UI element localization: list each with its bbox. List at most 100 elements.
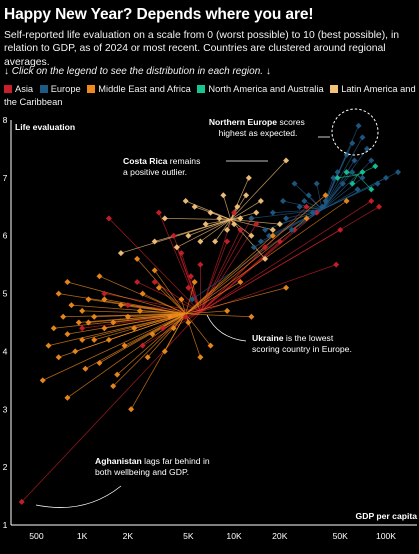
data-point-asia[interactable] [197, 261, 204, 268]
data-point-asia[interactable] [313, 209, 320, 216]
data-point-middle-east-and-africa[interactable] [96, 273, 103, 280]
data-point-middle-east-and-africa[interactable] [303, 215, 310, 222]
data-point-middle-east-and-africa[interactable] [101, 296, 108, 303]
data-point-middle-east-and-africa[interactable] [101, 325, 108, 332]
data-point-latin-america-and-the-caribbean[interactable] [117, 250, 124, 257]
data-point-middle-east-and-africa[interactable] [50, 325, 57, 332]
data-point-middle-east-and-africa[interactable] [110, 383, 117, 390]
data-point-middle-east-and-africa[interactable] [64, 279, 71, 285]
data-point-middle-east-and-africa[interactable] [82, 365, 89, 372]
data-point-europe[interactable] [359, 174, 366, 181]
data-point-north-america-and-australia[interactable] [372, 163, 379, 170]
data-point-middle-east-and-africa[interactable] [91, 313, 98, 320]
data-point-north-america-and-australia[interactable] [334, 174, 341, 181]
legend-item-latin-america[interactable]: Latin America and the Caribbean [4, 84, 416, 107]
data-point-europe[interactable] [296, 203, 303, 210]
data-point-asia[interactable] [262, 244, 269, 251]
data-point-asia[interactable] [303, 203, 310, 210]
data-point-europe[interactable] [355, 122, 362, 129]
data-point-latin-america-and-the-caribbean[interactable] [262, 255, 269, 262]
data-point-middle-east-and-africa[interactable] [39, 377, 46, 384]
data-point-middle-east-and-africa[interactable] [64, 394, 71, 401]
data-point-asia[interactable] [231, 209, 238, 216]
data-point-asia[interactable] [170, 232, 177, 239]
data-point-middle-east-and-africa[interactable] [170, 325, 177, 332]
data-point-middle-east-and-africa[interactable] [178, 296, 185, 303]
data-point-middle-east-and-africa[interactable] [124, 313, 131, 320]
data-point-europe[interactable] [250, 244, 257, 251]
data-point-middle-east-and-africa[interactable] [149, 331, 156, 338]
data-point-asia[interactable] [151, 279, 158, 285]
data-point-europe[interactable] [374, 180, 381, 187]
data-point-middle-east-and-africa[interactable] [72, 348, 79, 355]
data-point-europe[interactable] [339, 180, 346, 187]
data-point-europe[interactable] [257, 238, 264, 245]
data-point-latin-america-and-the-caribbean[interactable] [269, 226, 276, 233]
data-point-europe[interactable] [364, 145, 371, 152]
data-point-europe[interactable] [349, 169, 356, 176]
data-point-asia[interactable] [253, 221, 260, 228]
data-point-europe[interactable] [354, 186, 361, 193]
data-point-europe[interactable] [280, 198, 287, 204]
data-point-latin-america-and-the-caribbean[interactable] [245, 174, 252, 181]
data-point-asia[interactable] [224, 238, 231, 245]
data-point-middle-east-and-africa[interactable] [167, 313, 174, 320]
data-point-latin-america-and-the-caribbean[interactable] [276, 221, 283, 228]
data-point-asia[interactable] [159, 325, 166, 332]
legend-item-middle-east-africa[interactable]: Middle East and Africa [87, 84, 191, 94]
data-point-europe[interactable] [283, 215, 290, 222]
data-point-europe[interactable] [322, 198, 329, 204]
data-point-middle-east-and-africa[interactable] [55, 290, 62, 297]
data-point-asia[interactable] [139, 342, 146, 349]
data-point-asia[interactable] [155, 209, 162, 216]
data-point-middle-east-and-africa[interactable] [139, 290, 146, 297]
data-point-latin-america-and-the-caribbean[interactable] [185, 232, 192, 239]
data-point-latin-america-and-the-caribbean[interactable] [243, 192, 250, 199]
data-point-asia[interactable] [376, 203, 383, 210]
data-point-latin-america-and-the-caribbean[interactable] [237, 215, 244, 222]
data-point-europe[interactable] [359, 134, 366, 141]
data-point-europe[interactable] [262, 226, 269, 233]
data-point-latin-america-and-the-caribbean[interactable] [231, 221, 238, 228]
data-point-middle-east-and-africa[interactable] [197, 354, 204, 361]
data-point-latin-america-and-the-caribbean[interactable] [161, 215, 168, 222]
data-point-latin-america-and-the-caribbean[interactable] [197, 238, 204, 245]
data-point-latin-america-and-the-caribbean[interactable] [202, 221, 209, 228]
data-point-asia[interactable] [237, 226, 244, 233]
data-point-middle-east-and-africa[interactable] [110, 319, 117, 326]
data-point-middle-east-and-africa[interactable] [121, 342, 128, 349]
data-point-europe[interactable] [269, 209, 276, 216]
data-point-middle-east-and-africa[interactable] [131, 325, 138, 332]
data-point-north-america-and-australia[interactable] [359, 169, 366, 176]
data-point-latin-america-and-the-caribbean[interactable] [248, 232, 255, 239]
data-point-middle-east-and-africa[interactable] [105, 336, 112, 343]
data-point-middle-east-and-africa[interactable] [151, 267, 158, 274]
data-point-middle-east-and-africa[interactable] [55, 354, 62, 361]
data-point-middle-east-and-africa[interactable] [117, 302, 124, 309]
data-point-asia[interactable] [18, 498, 25, 505]
data-point-north-america-and-australia[interactable] [343, 169, 350, 176]
data-point-asia[interactable] [368, 198, 375, 204]
data-point-latin-america-and-the-caribbean[interactable] [212, 238, 219, 245]
data-point-north-america-and-australia[interactable] [349, 180, 356, 187]
data-point-middle-east-and-africa[interactable] [269, 232, 276, 239]
data-point-europe[interactable] [301, 198, 308, 204]
legend-item-europe[interactable]: Europe [39, 84, 81, 94]
data-point-north-america-and-australia[interactable] [368, 186, 375, 193]
data-point-latin-america-and-the-caribbean[interactable] [253, 209, 260, 216]
data-point-asia[interactable] [187, 273, 194, 280]
data-point-middle-east-and-africa[interactable] [64, 331, 71, 338]
data-point-middle-east-and-africa[interactable] [224, 307, 231, 314]
data-point-middle-east-and-africa[interactable] [114, 371, 121, 378]
data-point-middle-east-and-africa[interactable] [136, 307, 143, 314]
data-point-asia[interactable] [79, 325, 86, 332]
data-point-middle-east-and-africa[interactable] [207, 342, 214, 349]
data-point-asia[interactable] [182, 313, 189, 320]
data-point-asia[interactable] [185, 284, 192, 291]
data-point-middle-east-and-africa[interactable] [237, 279, 244, 285]
data-point-europe[interactable] [395, 169, 402, 176]
data-point-europe[interactable] [309, 209, 316, 216]
data-point-asia[interactable] [276, 238, 283, 245]
data-point-europe[interactable] [319, 203, 326, 210]
data-point-europe[interactable] [248, 215, 255, 222]
